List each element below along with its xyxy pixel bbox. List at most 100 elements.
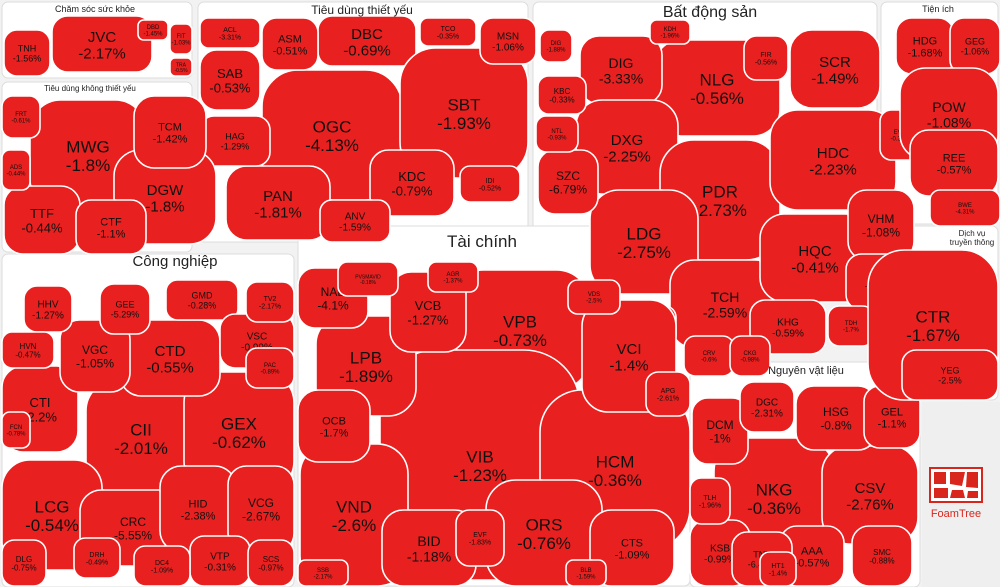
cell-change-value: -0.56% [755,60,777,67]
treemap-cell[interactable] [99,283,151,335]
treemap-cell[interactable] [567,279,621,315]
cell-ticker-label: BWE [958,203,972,209]
group-title: Bất động sản [663,4,757,21]
cell-change-value: -1.1% [878,418,907,430]
treemap-cell[interactable] [169,23,193,55]
cell-change-value: -1.06% [961,47,990,57]
treemap-cell[interactable] [689,477,731,525]
treemap-cell[interactable] [199,17,261,49]
treemap-cell[interactable] [1,539,47,587]
cell-change-value: -2.73% [693,201,747,220]
cell-change-value: -1.23% [453,466,507,485]
cell-change-value: -2.38% [181,510,216,522]
treemap-cell[interactable] [743,35,789,81]
cell-ticker-label: DC4 [155,560,169,567]
cell-ticker-label: CRV [703,351,716,357]
cell-change-value: -0.28% [188,301,217,311]
treemap-cell[interactable] [851,525,913,587]
cell-ticker-label: TDH [845,321,857,327]
cell-change-value: -1.06% [492,43,524,54]
cell-ticker-label: HDG [913,35,937,47]
treemap-cell[interactable] [199,49,261,111]
treemap-cell[interactable] [245,347,295,389]
treemap-cell[interactable] [479,17,537,65]
cell-ticker-label: SBT [447,95,480,114]
cell-ticker-label: DXG [611,132,644,149]
cell-change-value: -1.68% [908,47,943,59]
cell-change-value: -4.1% [317,298,349,312]
treemap-cell[interactable] [739,381,795,433]
cell-ticker-label: MWG [66,137,109,156]
cell-change-value: -1.83% [469,540,491,547]
treemap-cell[interactable] [319,199,391,243]
treemap-cell[interactable] [789,29,881,109]
treemap-cell[interactable] [459,165,521,203]
cell-change-value: -2.17% [259,304,281,311]
treemap-cell[interactable] [169,57,193,77]
treemap-cell[interactable] [247,539,295,587]
cell-ticker-label: FRT [15,112,27,118]
treemap-cell[interactable] [929,189,1000,227]
treemap-cell[interactable] [455,509,505,567]
treemap-cell[interactable] [729,335,771,377]
treemap-cell[interactable] [51,15,153,73]
treemap-cell[interactable] [645,371,691,417]
treemap-cell[interactable] [565,559,607,587]
treemap-cell[interactable] [75,199,147,255]
treemap-cell[interactable] [749,299,827,355]
treemap-cell[interactable] [1,149,31,191]
cell-ticker-label: YEG [940,366,959,376]
treemap-cell[interactable] [419,17,477,47]
cell-change-value: -0.33% [549,96,574,105]
treemap-cell[interactable] [535,115,579,153]
treemap-cell[interactable] [901,349,999,401]
treemap-cell[interactable] [427,261,479,293]
treemap-cell[interactable] [73,537,121,579]
treemap-cell[interactable] [337,261,399,297]
treemap-cell[interactable] [539,29,573,63]
treemap-cell[interactable] [589,189,699,295]
cell-change-value: -1.56% [13,54,42,64]
treemap-cell[interactable] [59,319,131,393]
treemap-cell[interactable] [1,411,31,449]
cell-ticker-label: DRH [89,552,104,559]
cell-ticker-label: AAA [801,545,824,557]
cell-ticker-label: FCN [10,425,22,431]
treemap-cell[interactable] [133,545,191,587]
treemap-cell[interactable] [165,279,239,321]
cell-ticker-label: LPB [350,348,382,367]
cell-ticker-label: VIB [466,447,493,466]
treemap-cell[interactable] [133,95,207,169]
cell-ticker-label: CTS [621,537,643,549]
treemap-cell[interactable] [297,389,371,463]
treemap-cell[interactable] [649,19,691,45]
cell-change-value: -2.76% [846,496,894,513]
treemap-cell[interactable] [369,149,455,217]
treemap-cell[interactable] [297,559,349,587]
treemap-cell[interactable] [3,29,51,77]
treemap-cell[interactable] [537,75,587,115]
treemap-cell[interactable] [759,551,797,587]
cell-change-value: -1.8% [145,198,184,215]
treemap-cell[interactable] [1,95,41,139]
treemap-cell[interactable] [261,17,319,71]
cell-ticker-label: MSN [497,32,519,43]
treemap-cell[interactable] [589,509,675,587]
cell-ticker-label: CII [130,420,152,439]
cell-ticker-label: GEX [221,414,257,433]
treemap-cell[interactable] [137,19,169,41]
cell-ticker-label: DBC [351,26,383,43]
treemap-cell[interactable] [1,331,55,369]
cell-ticker-label: KSB [710,544,730,555]
cell-change-value: -1.18% [407,548,451,564]
cell-ticker-label: CTI [30,395,51,410]
cell-ticker-label: VCB [415,298,442,313]
cell-change-value: -2.25% [603,148,651,165]
cell-ticker-label: POW [932,99,966,115]
cell-ticker-label: DIG [551,41,562,47]
cell-change-value: -0.54% [25,516,79,535]
cell-change-value: -1.05% [76,356,114,370]
cell-change-value: -0.73% [493,331,547,350]
cell-ticker-label: TNH [18,44,37,54]
treemap-cell[interactable] [245,281,295,323]
